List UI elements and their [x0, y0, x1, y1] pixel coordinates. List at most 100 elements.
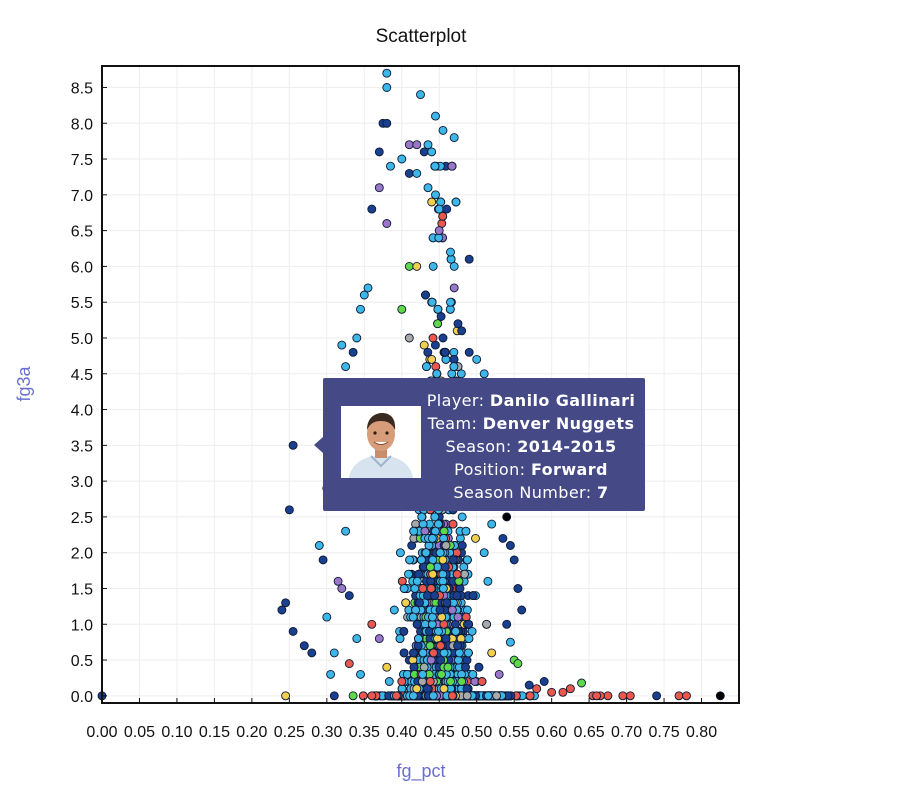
- scatter-point[interactable]: [457, 326, 467, 336]
- scatter-point[interactable]: [425, 562, 435, 572]
- scatter-point[interactable]: [438, 555, 448, 565]
- scatter-point[interactable]: [414, 569, 424, 579]
- scatter-point[interactable]: [449, 283, 459, 293]
- scatter-point[interactable]: [431, 190, 440, 200]
- scatter-point[interactable]: [674, 691, 684, 701]
- scatter-point[interactable]: [539, 677, 549, 686]
- scatter-point[interactable]: [404, 168, 414, 178]
- scatter-point[interactable]: [401, 598, 411, 608]
- scatter-point[interactable]: [505, 541, 515, 550]
- scatter-point[interactable]: [404, 569, 413, 579]
- scatter-point[interactable]: [391, 691, 401, 701]
- scatter-point[interactable]: [446, 247, 455, 257]
- scatter-point[interactable]: [603, 691, 613, 701]
- scatter-point[interactable]: [367, 619, 377, 629]
- scatter-point[interactable]: [427, 197, 437, 207]
- scatter-point[interactable]: [436, 197, 446, 207]
- scatter-point[interactable]: [418, 648, 428, 658]
- scatter-point[interactable]: [425, 677, 435, 686]
- scatter-point[interactable]: [464, 254, 474, 264]
- scatter-point[interactable]: [438, 125, 448, 135]
- scatter-point[interactable]: [412, 168, 422, 178]
- scatter-point[interactable]: [430, 512, 440, 522]
- scatter-point[interactable]: [454, 648, 464, 658]
- scatter-point[interactable]: [429, 648, 438, 658]
- scatter-point[interactable]: [419, 147, 429, 157]
- scatter-point[interactable]: [288, 626, 298, 636]
- scatter-point[interactable]: [428, 261, 438, 271]
- scatter-point[interactable]: [558, 687, 568, 697]
- scatter-point[interactable]: [524, 680, 534, 690]
- scatter-point[interactable]: [299, 641, 309, 651]
- scatter-point[interactable]: [502, 619, 512, 629]
- scatter-point[interactable]: [382, 662, 392, 672]
- scatter-point[interactable]: [405, 555, 415, 565]
- scatter-point[interactable]: [281, 691, 291, 701]
- scatter-point[interactable]: [359, 290, 369, 300]
- scatter-point[interactable]: [430, 161, 440, 171]
- scatter-point[interactable]: [467, 626, 477, 636]
- scatter-point[interactable]: [468, 669, 478, 679]
- scatter-point[interactable]: [434, 626, 443, 636]
- scatter-point[interactable]: [494, 669, 504, 679]
- scatter-point[interactable]: [438, 211, 448, 221]
- scatter-point[interactable]: [565, 684, 575, 694]
- scatter-point[interactable]: [451, 626, 461, 636]
- scatter-point[interactable]: [435, 605, 445, 615]
- scatter-point[interactable]: [498, 533, 508, 543]
- scatter-point[interactable]: [434, 226, 444, 236]
- scatter-point[interactable]: [389, 605, 399, 615]
- scatter-point[interactable]: [432, 369, 442, 379]
- scatter-point[interactable]: [454, 655, 463, 665]
- scatter-point[interactable]: [462, 655, 472, 665]
- scatter-point[interactable]: [492, 691, 502, 701]
- scatter-point[interactable]: [577, 678, 587, 688]
- scatter-point[interactable]: [382, 118, 392, 128]
- scatter-point[interactable]: [329, 691, 339, 701]
- scatter-point[interactable]: [441, 541, 451, 550]
- scatter-point[interactable]: [468, 591, 478, 601]
- scatter-point[interactable]: [333, 576, 343, 586]
- scatter-point[interactable]: [428, 691, 438, 701]
- scatter-point[interactable]: [452, 569, 462, 579]
- scatter-point[interactable]: [427, 147, 437, 157]
- scatter-point[interactable]: [356, 304, 365, 314]
- scatter-point[interactable]: [314, 541, 324, 550]
- scatter-point[interactable]: [487, 519, 497, 529]
- scatter-point[interactable]: [513, 659, 523, 669]
- scatter-point[interactable]: [461, 526, 471, 536]
- scatter-point[interactable]: [525, 691, 535, 701]
- scatter-point[interactable]: [446, 677, 455, 686]
- scatter-point[interactable]: [395, 548, 405, 558]
- scatter-point[interactable]: [471, 533, 480, 543]
- scatter-point[interactable]: [464, 619, 474, 629]
- scatter-point[interactable]: [417, 512, 427, 522]
- scatter-point[interactable]: [682, 691, 691, 701]
- scatter-point[interactable]: [397, 677, 407, 686]
- scatter-point[interactable]: [419, 340, 429, 350]
- scatter-point[interactable]: [532, 684, 542, 694]
- scatter-point[interactable]: [423, 183, 433, 193]
- scatter-point[interactable]: [652, 691, 662, 701]
- scatter-point[interactable]: [374, 147, 384, 157]
- scatter-point[interactable]: [477, 677, 487, 686]
- scatter-point[interactable]: [464, 347, 474, 357]
- scatter-point[interactable]: [341, 526, 351, 536]
- scatter-point[interactable]: [422, 362, 431, 372]
- scatter-point[interactable]: [329, 648, 339, 658]
- scatter-point[interactable]: [625, 691, 635, 701]
- scatter-point[interactable]: [404, 333, 414, 343]
- scatter-point[interactable]: [447, 369, 457, 379]
- scatter-point[interactable]: [384, 677, 394, 686]
- scatter-point[interactable]: [344, 659, 354, 669]
- scatter-point[interactable]: [408, 691, 418, 701]
- scatter-point[interactable]: [414, 634, 423, 644]
- scatter-point[interactable]: [509, 555, 519, 565]
- scatter-point[interactable]: [416, 90, 425, 100]
- scatter-point[interactable]: [453, 612, 463, 622]
- scatter-point[interactable]: [449, 261, 459, 271]
- scatter-point[interactable]: [409, 526, 419, 536]
- scatter-point[interactable]: [451, 197, 461, 207]
- scatter-point[interactable]: [483, 691, 493, 701]
- scatter-point[interactable]: [431, 111, 440, 121]
